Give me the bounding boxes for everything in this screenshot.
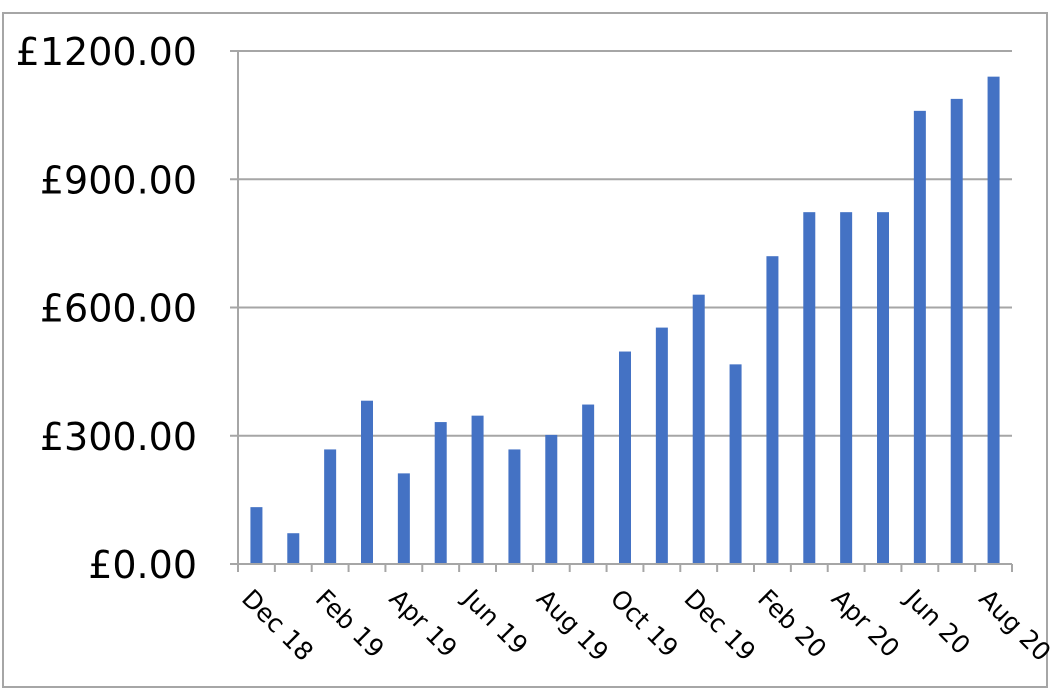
bar	[803, 212, 816, 565]
bar	[287, 533, 300, 564]
bar	[471, 415, 484, 564]
x-tick-label: Feb 19	[310, 584, 390, 664]
bar	[987, 76, 1000, 565]
x-tick-label: Oct 19	[605, 584, 684, 663]
bar	[692, 294, 705, 564]
bar	[397, 473, 410, 564]
x-tick-label: Jun 19	[456, 582, 534, 660]
bar	[877, 212, 889, 565]
y-tick-label: £0.00	[88, 543, 197, 587]
y-tick-label: £600.00	[40, 287, 197, 331]
x-tick-label: Apr 20	[826, 584, 905, 663]
bar	[655, 327, 668, 564]
bar	[250, 507, 263, 564]
x-tick-label: Aug 19	[531, 584, 614, 667]
axes	[230, 51, 1013, 572]
bar	[913, 110, 926, 564]
bar	[840, 212, 853, 565]
bar	[582, 404, 595, 564]
y-tick-label: £900.00	[40, 158, 197, 202]
x-tick-label: Aug 20	[973, 584, 1052, 667]
bars	[250, 76, 1000, 565]
bar	[729, 364, 742, 564]
x-tick-label: Apr 19	[384, 584, 463, 663]
bar	[950, 98, 963, 564]
x-tick-label: Jun 20	[898, 582, 976, 660]
y-tick-label: £1200.00	[16, 30, 197, 74]
chart-frame	[2, 12, 1048, 688]
y-tick-label: £300.00	[40, 415, 197, 459]
bar	[619, 351, 631, 564]
x-tick-label: Feb 20	[752, 584, 832, 664]
bar	[766, 256, 779, 564]
bar	[545, 434, 558, 564]
x-tick-label: Dec 19	[678, 584, 761, 667]
y-tick-labels: £0.00 £300.00 £600.00 £900.00 £1200.00	[16, 30, 197, 587]
x-tick-label: Dec 18	[236, 584, 319, 667]
bar	[508, 449, 521, 564]
bar	[324, 449, 337, 564]
bar	[434, 422, 447, 564]
bar	[361, 400, 373, 564]
